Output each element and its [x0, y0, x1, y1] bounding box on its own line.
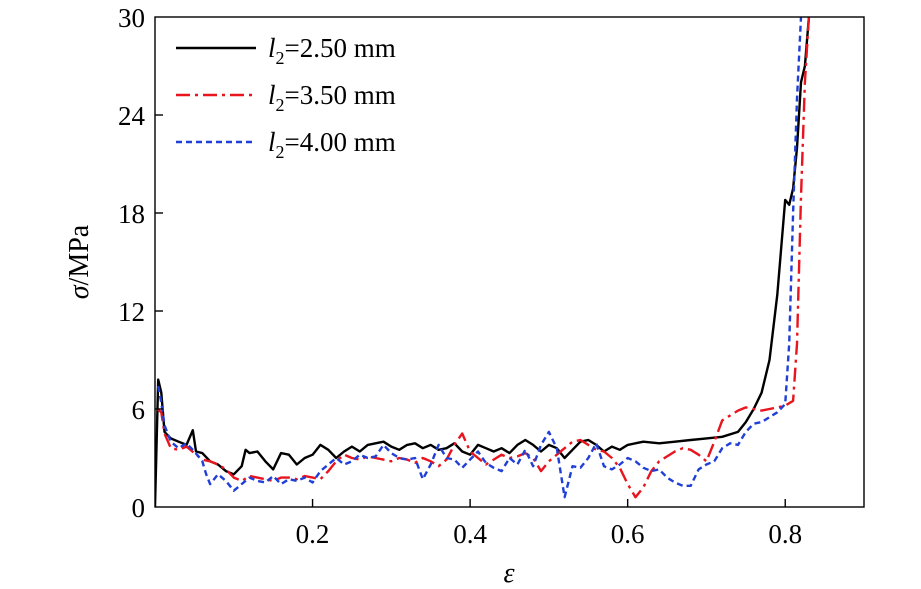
- series-line-1: [155, 17, 811, 507]
- y-tick-label: 30: [118, 3, 145, 33]
- legend-value: =2.50 mm: [285, 33, 396, 63]
- x-axis-label: ε: [503, 558, 514, 589]
- x-tick-label: 0.8: [768, 519, 802, 549]
- y-tick-label: 18: [118, 199, 145, 229]
- y-tick-label: 0: [132, 493, 146, 523]
- x-tick-label: 0.2: [296, 519, 330, 549]
- y-axis-label: σ/MPa: [64, 224, 95, 299]
- y-tick-label: 12: [118, 297, 145, 327]
- legend-symbol: l: [268, 127, 276, 157]
- y-axis-label-symbol: σ: [64, 284, 95, 299]
- legend-subscript: 2: [276, 95, 285, 115]
- legend-value: =3.50 mm: [285, 80, 396, 110]
- legend-value: =4.00 mm: [285, 127, 396, 157]
- y-tick-label: 24: [118, 101, 146, 131]
- legend-label-3: l2=4.00 mm: [268, 127, 396, 162]
- axes-layer: 0 6 12 18 24 30 0.2 0.4 0.6 0.8: [118, 3, 865, 549]
- legend-subscript: 2: [276, 48, 285, 68]
- y-axis-label-unit: /MPa: [64, 224, 95, 285]
- series-line-3: [157, 17, 803, 499]
- y-tick-label: 6: [132, 395, 146, 425]
- x-tick-label: 0.4: [453, 519, 487, 549]
- legend-symbol: l: [268, 33, 276, 63]
- series-line-2: [156, 17, 811, 499]
- legend-subscript: 2: [276, 142, 285, 162]
- x-tick-label: 0.6: [611, 519, 645, 549]
- series-layer: [155, 17, 811, 507]
- legend-symbol: l: [268, 80, 276, 110]
- legend-label-2: l2=3.50 mm: [268, 80, 396, 115]
- legend-label-1: l2=2.50 mm: [268, 33, 396, 68]
- plot-frame: [154, 16, 865, 508]
